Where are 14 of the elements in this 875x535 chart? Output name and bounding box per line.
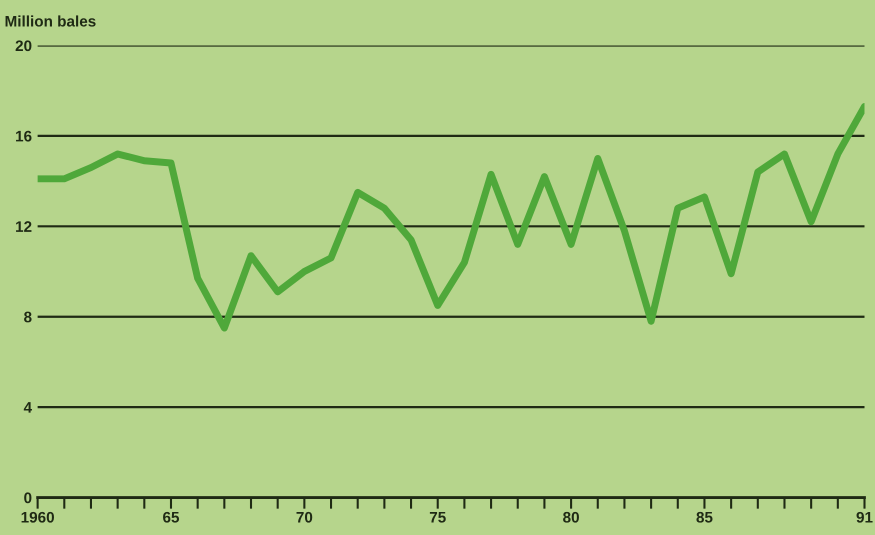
- y-tick-label: 8: [24, 312, 32, 322]
- x-tick-label: 85: [696, 512, 713, 523]
- y-axis-title: Million bales: [6, 15, 96, 27]
- x-tick-label: 65: [163, 512, 180, 523]
- x-tick-label: 1960: [22, 512, 54, 523]
- y-tick-label: 12: [16, 221, 32, 232]
- y-tick-label: 4: [24, 402, 32, 413]
- x-tick-label: 80: [563, 512, 579, 523]
- x-tick-label: 91: [856, 512, 873, 523]
- x-tick-label: 75: [430, 512, 446, 523]
- y-tick-label: 16: [16, 130, 32, 142]
- x-tick-label: 70: [296, 512, 312, 523]
- y-tick-label: 0: [24, 492, 32, 504]
- y-tick-label: 20: [16, 40, 32, 52]
